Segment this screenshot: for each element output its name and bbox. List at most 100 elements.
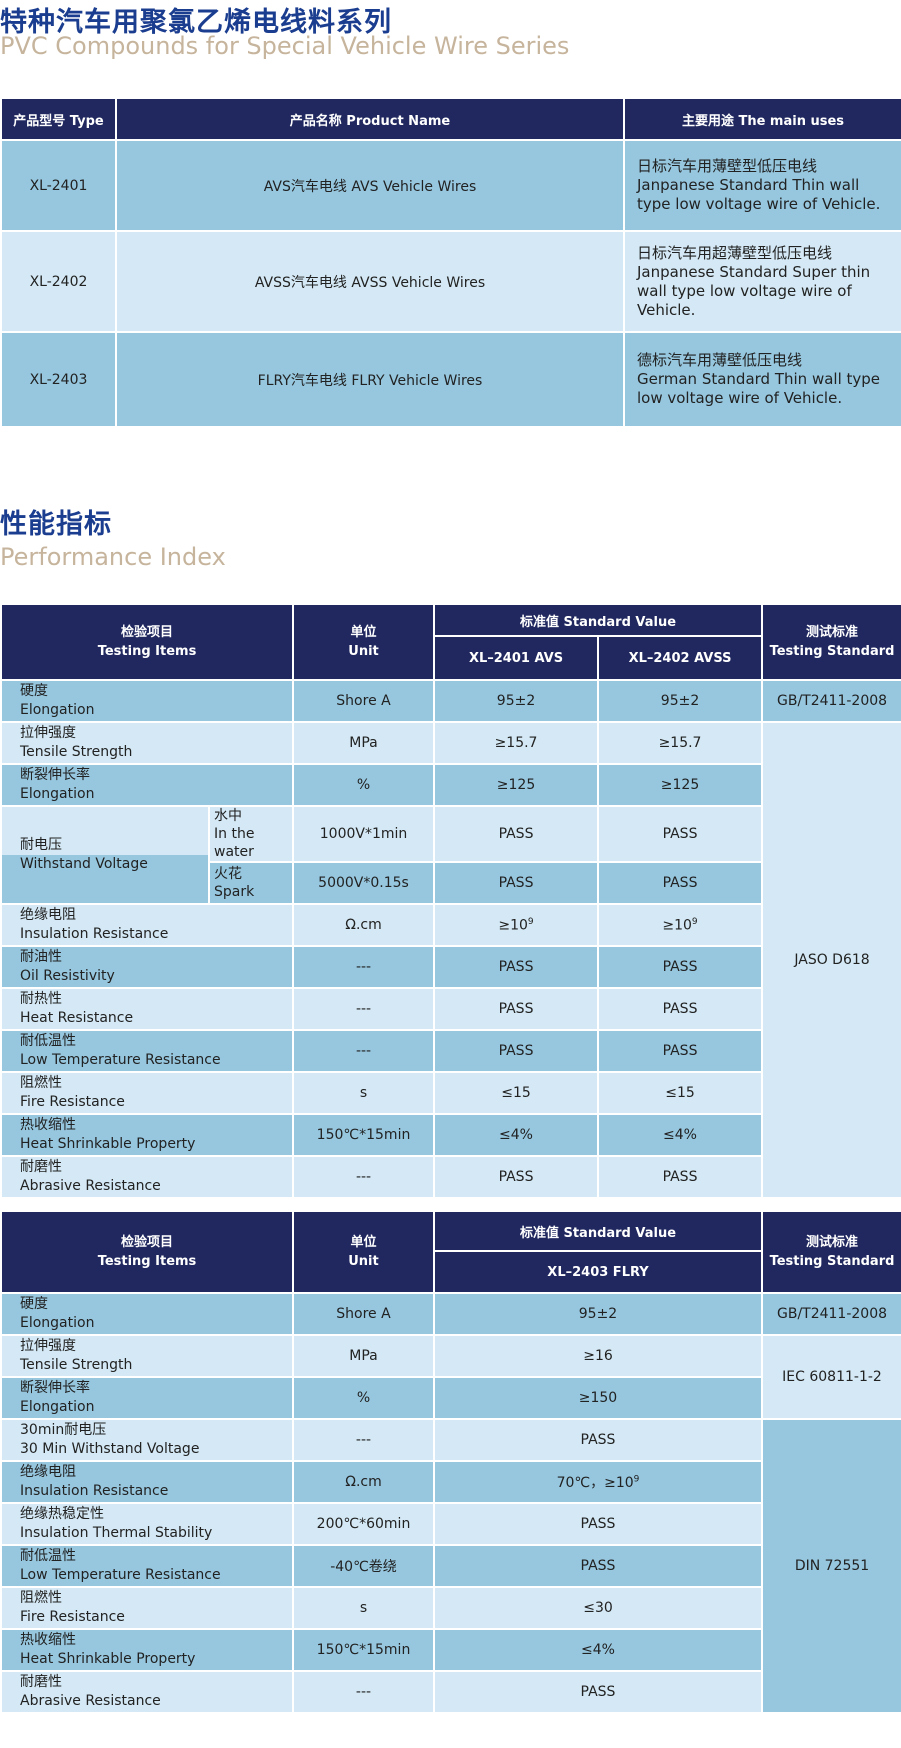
cell-text: Elongation [20,1399,95,1415]
cell-text: 硬度 [20,683,48,699]
table-row: 拉伸强度 Tensile Strength MPa ≥16 IEC 60811-1… [0,1334,901,1420]
cell-text: 热收缩性 [20,1632,76,1648]
cell-text: 单位 [350,625,377,640]
table-row: 耐电压 Withstand Voltage 水中 In the water 1000… [0,805,901,905]
table-cell: 阻燃性 Fire Resistance [0,1586,294,1630]
cell-text: Unit [348,1254,379,1269]
cell-text: 绝缘电阻 [20,1464,76,1480]
cell-text: Testing Standard [769,644,895,659]
table-row: 耐磨性 Abrasive Resistance --- PASS [0,1670,901,1714]
table-cell: 95±2 [433,1292,763,1336]
exponent: 9 [633,1474,640,1485]
cell-text: 检验项目 [121,625,174,640]
table-cell: --- [292,1418,435,1462]
cell-text: 70℃，≥10 [556,1475,634,1491]
cell-text: 测试标准 [805,1235,858,1250]
section-title-en: Performance Index [0,543,226,571]
use-en-1: Janpanese Standard Super thin [637,262,871,281]
table-cell: 95±2 [433,679,600,723]
use-cn: 日标汽车用超薄壁型低压电线 [637,243,833,262]
product-type: XL-2401 [0,139,117,232]
use-en-2: wall type low voltage wire of Vehicle. [637,281,852,319]
table-cell: ≥15.7 [597,721,764,765]
table-cell: -40℃卷绕 [292,1544,435,1588]
table-cell: PASS [433,1029,600,1073]
table-cell: 绝缘电阻 Insulation Resistance [0,1460,294,1504]
table-cell: % [292,763,436,807]
cell-text: Tensile Strength [20,1357,133,1373]
testing-standard: JASO D618 [761,721,901,1199]
table-cell: PASS [597,805,764,863]
cell-text: 30min耐电压 [20,1422,107,1438]
table-cell: 热收缩性 Heat Shrinkable Property [0,1628,294,1672]
use-en-2: type low voltage wire of Vehicle. [637,195,881,213]
table-cell: PASS [433,1544,763,1588]
table-row: 阻燃性 Fire Resistance s ≤30 [0,1586,901,1630]
withstand-voltage: 耐电压 Withstand Voltage [0,805,210,905]
cell-text: Testing Items [97,1254,197,1269]
table-cell: Shore A [292,1292,435,1336]
table-cell: 阻燃性 Fire Resistance [0,1071,295,1115]
table-row: XL-2402 AVSS汽车电线 AVSS Vehicle Wires 日标汽车… [0,230,901,333]
header-xl2401: XL–2401 AVS [433,635,600,681]
cell-text: Fire Resistance [20,1609,125,1625]
cell-text: 单位 [350,1235,377,1250]
testing-standard: GB/T2411-2008 [761,679,901,723]
cell-text: In the water [214,826,255,860]
table-cell: 200℃*60min [292,1502,435,1546]
cell-text: 拉伸强度 [20,725,76,741]
table-cell: 断裂伸长率 Elongation [0,1376,294,1420]
use-en-2: low voltage wire of Vehicle. [637,389,843,407]
table-cell: ≤4% [433,1113,600,1157]
table-cell: PASS [433,1502,763,1546]
cell-text: 绝缘电阻 [20,907,76,923]
cell-text: 耐磨性 [20,1674,62,1690]
table-cell: PASS [433,1155,600,1199]
testing-standard: DIN 72551 [761,1418,901,1714]
table-row: XL-2401 AVS汽车电线 AVS Vehicle Wires 日标汽车用薄… [0,139,901,232]
table-cell: ≥125 [597,763,764,807]
cell-text: Unit [348,644,379,659]
cell-text: Testing Items [97,644,197,659]
table-cell: ≤30 [433,1586,763,1630]
cell-text: 断裂伸长率 [20,1380,90,1396]
table-cell: ≥109 [433,903,600,947]
header-type: 产品型号 Type [0,97,117,141]
header-xl2402: XL–2402 AVSS [597,635,764,681]
table-row: 断裂伸长率 Elongation % ≥125 ≥125 [0,763,901,807]
cell-text: Low Temperature Resistance [20,1052,221,1068]
use-en-1: German Standard Thin wall type [637,370,881,388]
table-cell: 150℃*15min [292,1628,435,1672]
cell-text: 阻燃性 [20,1590,62,1606]
table-cell: PASS [597,987,764,1031]
cell-text: 耐油性 [20,949,62,965]
table-row: 阻燃性 Fire Resistance s ≤15 ≤15 [0,1071,901,1115]
table-row: 绝缘电阻 Insulation Resistance Ω.cm ≥109 ≥109 [0,903,901,947]
table-cell: ≥109 [597,903,764,947]
cell-text: 拉伸强度 [20,1338,76,1354]
table-cell: PASS [597,1155,764,1199]
cell-text: 耐热性 [20,991,62,1007]
cell-text: 耐电压 [20,837,62,853]
table-cell: 拉伸强度 Tensile Strength [0,721,295,765]
product-uses: 德标汽车用薄壁低压电线 German Standard Thin wall ty… [623,331,901,428]
table-cell: ≥16 [433,1334,763,1378]
table-cell: 热收缩性 Heat Shrinkable Property [0,1113,295,1157]
product-name: AVSS汽车电线 AVSS Vehicle Wires [115,230,625,333]
table-cell: 30min耐电压 30 Min Withstand Voltage [0,1418,294,1462]
table-cell: 150℃*15min [292,1113,436,1157]
table-row: 耐油性 Oil Resistivity --- PASS PASS [0,945,901,989]
table-cell: 火花 Spark [207,861,295,905]
table-cell: ≥125 [433,763,600,807]
cell-text: Heat Shrinkable Property [20,1651,196,1667]
table-cell: Shore A [292,679,436,723]
section-title-cn: 特种汽车用聚氯乙烯电线料系列 [0,7,392,38]
cell-text: Insulation Resistance [20,1483,169,1499]
cell-text: Heat Resistance [20,1010,134,1026]
table-cell: Ω.cm [292,903,436,947]
table-row: 硬度 Elongation Shore A 95±2 GB/T2411-2008 [0,1292,901,1336]
header-main-uses: 主要用途 The main uses [623,97,901,141]
cell-text: ≥10 [662,917,692,934]
table-cell: MPa [292,1334,435,1378]
header-standard-value: 标准值 Standard Value [433,603,764,637]
